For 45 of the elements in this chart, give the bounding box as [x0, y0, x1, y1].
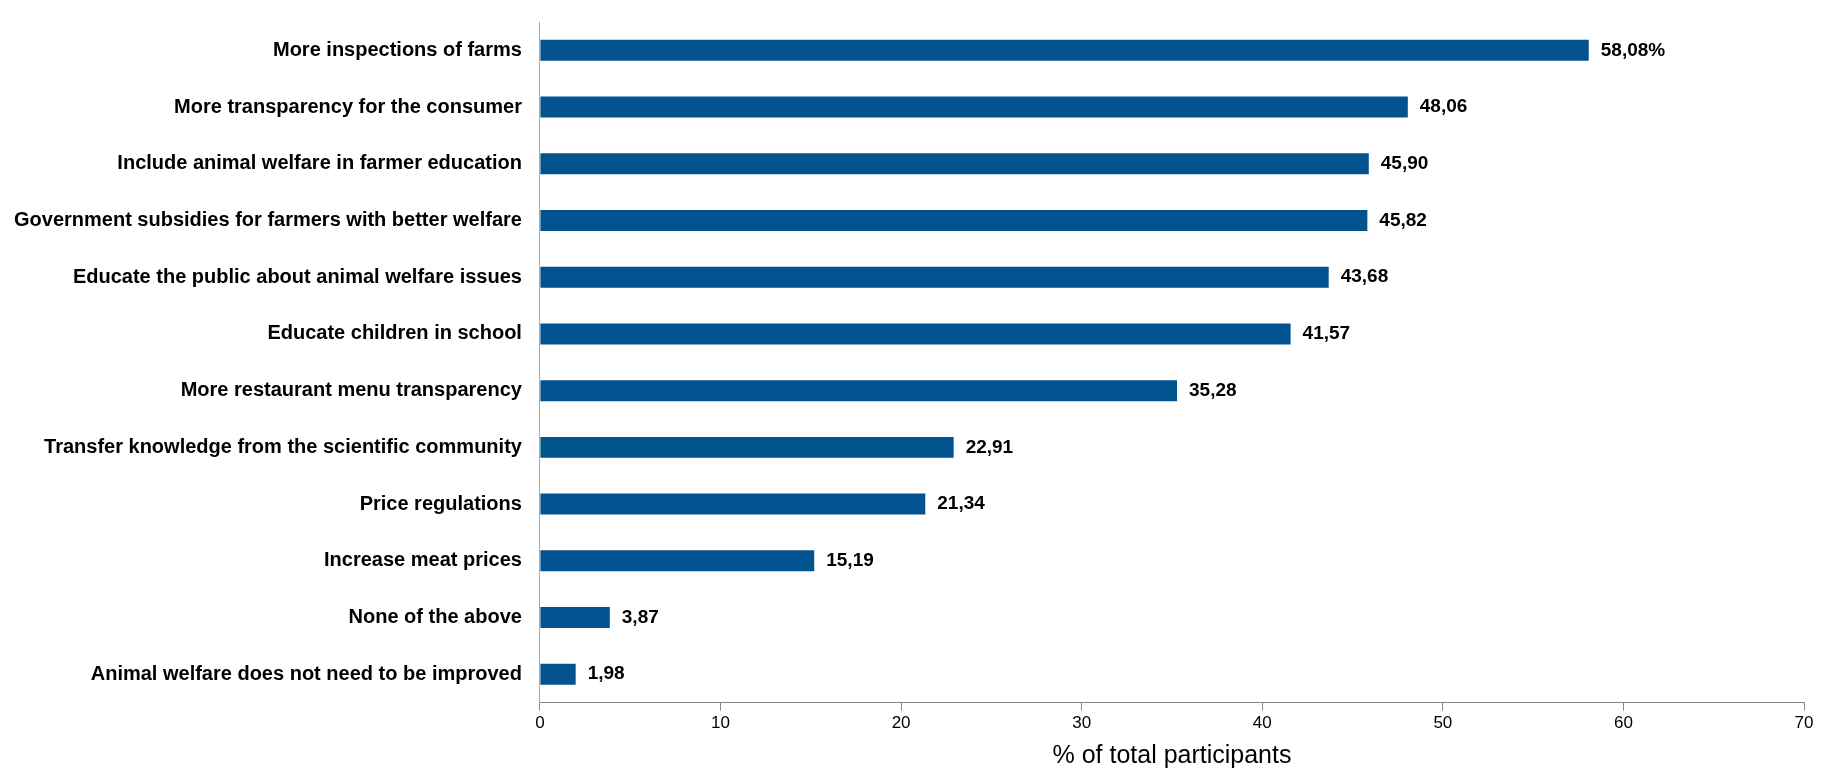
y-tick-label: Educate the public about animal welfare issues	[72, 264, 522, 287]
data-label: 45,90	[1380, 152, 1429, 174]
y-tick-label: Educate children in school	[267, 321, 522, 344]
data-label: 15,19	[826, 549, 874, 571]
y-tick-label: Government subsidies for farmers with better welfare	[14, 208, 522, 231]
data-label: 41,57	[1302, 322, 1351, 344]
bar	[540, 663, 576, 685]
bar	[540, 380, 1178, 402]
y-tick-label: Include animal welfare in farmer education	[117, 151, 522, 174]
data-label: 43,68	[1340, 265, 1389, 287]
bar	[540, 436, 954, 458]
data-label: 45,82	[1379, 208, 1427, 230]
bar	[540, 550, 815, 572]
y-tick-label: Increase meat prices	[324, 548, 522, 571]
bar	[540, 607, 610, 629]
data-label: 3,87	[621, 605, 659, 627]
x-tick-label: 20	[891, 713, 911, 733]
x-axis-title: % of total participants	[1052, 739, 1292, 768]
data-label: 58,08%	[1600, 38, 1666, 60]
bar	[540, 493, 926, 515]
data-label: 21,34	[937, 492, 986, 514]
bar	[540, 210, 1368, 231]
y-tick-label: More transparency for the consumer	[174, 94, 523, 117]
x-tick-label: 40	[1252, 713, 1272, 733]
data-label: 22,91	[965, 435, 1014, 457]
bar	[540, 323, 1291, 345]
x-tick-label: 70	[1794, 713, 1814, 733]
y-tick-label: Transfer knowledge from the scientific community	[44, 434, 523, 457]
bar	[540, 266, 1329, 288]
x-tick-label: 0	[535, 713, 545, 733]
bar	[540, 153, 1369, 175]
x-tick-label: 30	[1072, 713, 1092, 733]
data-label: 48,06	[1419, 95, 1468, 117]
x-tick-label: 60	[1613, 713, 1633, 733]
data-label: 35,28	[1189, 378, 1237, 400]
bar	[540, 39, 1589, 61]
y-tick-label: Animal welfare does not need to be improved	[90, 661, 522, 684]
y-tick-label: More restaurant menu transparency	[180, 378, 523, 401]
y-tick-label: Price regulations	[359, 491, 522, 514]
bar	[540, 96, 1408, 118]
x-tick-label: 10	[711, 713, 730, 733]
y-tick-label: None of the above	[348, 605, 522, 628]
y-tick-label: More inspections of farms	[272, 37, 522, 60]
x-tick-label: 50	[1433, 713, 1453, 733]
data-label: 1,98	[587, 662, 625, 684]
